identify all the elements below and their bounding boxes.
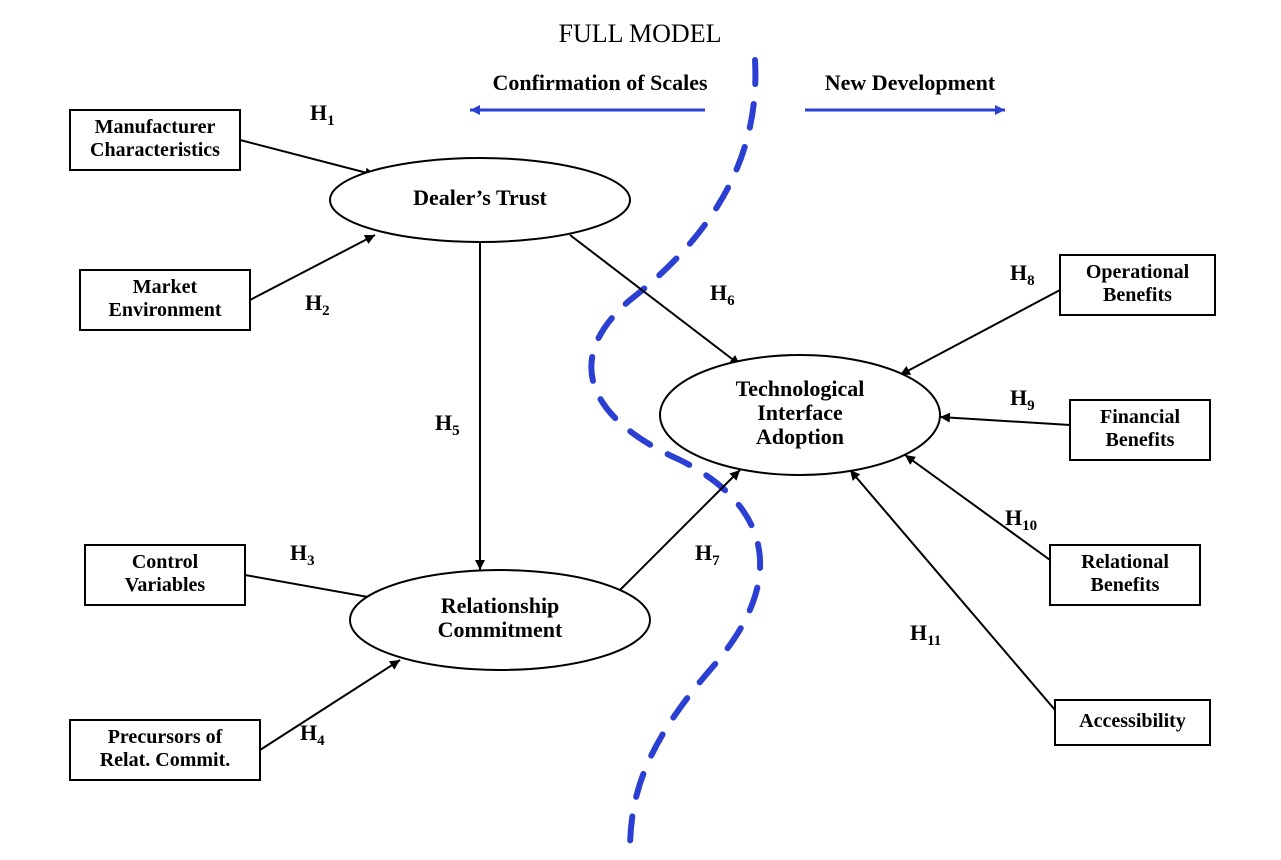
- label-h10: H10: [1005, 505, 1037, 534]
- box-label-market_environment-0: Market: [133, 276, 198, 298]
- label-h9: H9: [1010, 385, 1035, 414]
- ellipse-label-tech_interface_adoption-1: Interface: [757, 400, 843, 425]
- header-left: Confirmation of Scales: [492, 70, 708, 95]
- edge-h4: [260, 660, 400, 750]
- edge-h3: [245, 575, 385, 600]
- model-diagram: H1 H2 H3 H4 H5 H6 H7 H8 H9 H10 H11 Dealer’s Trust Re…: [0, 0, 1281, 860]
- label-h11: H11: [910, 620, 941, 649]
- box-label-relational_benefits-1: Benefits: [1091, 574, 1160, 596]
- ellipse-label-relationship_commitment-1: Commitment: [438, 617, 563, 642]
- ellipse-label-tech_interface_adoption-2: Adoption: [756, 424, 844, 449]
- box-label-financial_benefits-0: Financial: [1100, 406, 1180, 428]
- label-h8: H8: [1010, 260, 1035, 289]
- box-label-accessibility-0: Accessibility: [1079, 710, 1186, 732]
- box-label-relational_benefits-0: Relational: [1081, 551, 1169, 573]
- box-label-operational_benefits-1: Benefits: [1103, 284, 1172, 306]
- label-h2: H2: [305, 290, 330, 319]
- header-right: New Development: [825, 70, 996, 95]
- box-label-precursors-0: Precursors of: [108, 726, 223, 748]
- edge-h8: [900, 290, 1060, 375]
- ellipse-label-relationship_commitment-0: Relationship: [441, 593, 560, 618]
- edge-h10: [905, 455, 1050, 560]
- box-label-manufacturer_characteristics-1: Characteristics: [90, 139, 220, 161]
- title: FULL MODEL: [559, 19, 722, 48]
- label-h3: H3: [290, 540, 315, 569]
- label-h5: H5: [435, 410, 460, 439]
- edge-h9: [940, 417, 1070, 425]
- box-label-control_variables-0: Control: [132, 551, 199, 573]
- ellipse-label-dealers_trust-0: Dealer’s Trust: [413, 185, 547, 210]
- box-label-control_variables-1: Variables: [125, 574, 206, 596]
- label-h1: H1: [310, 100, 335, 129]
- box-label-manufacturer_characteristics-0: Manufacturer: [95, 116, 216, 138]
- label-h4: H4: [300, 720, 325, 749]
- edge-h7: [620, 470, 740, 590]
- label-h7: H7: [695, 540, 720, 569]
- box-label-precursors-1: Relat. Commit.: [100, 749, 231, 771]
- box-label-market_environment-1: Environment: [109, 299, 222, 321]
- box-label-financial_benefits-1: Benefits: [1106, 429, 1175, 451]
- edge-h1: [240, 140, 375, 175]
- box-label-operational_benefits-0: Operational: [1086, 261, 1190, 283]
- label-h6: H6: [710, 280, 735, 309]
- edge-h11: [850, 470, 1055, 710]
- ellipse-label-tech_interface_adoption-0: Technological: [736, 376, 865, 401]
